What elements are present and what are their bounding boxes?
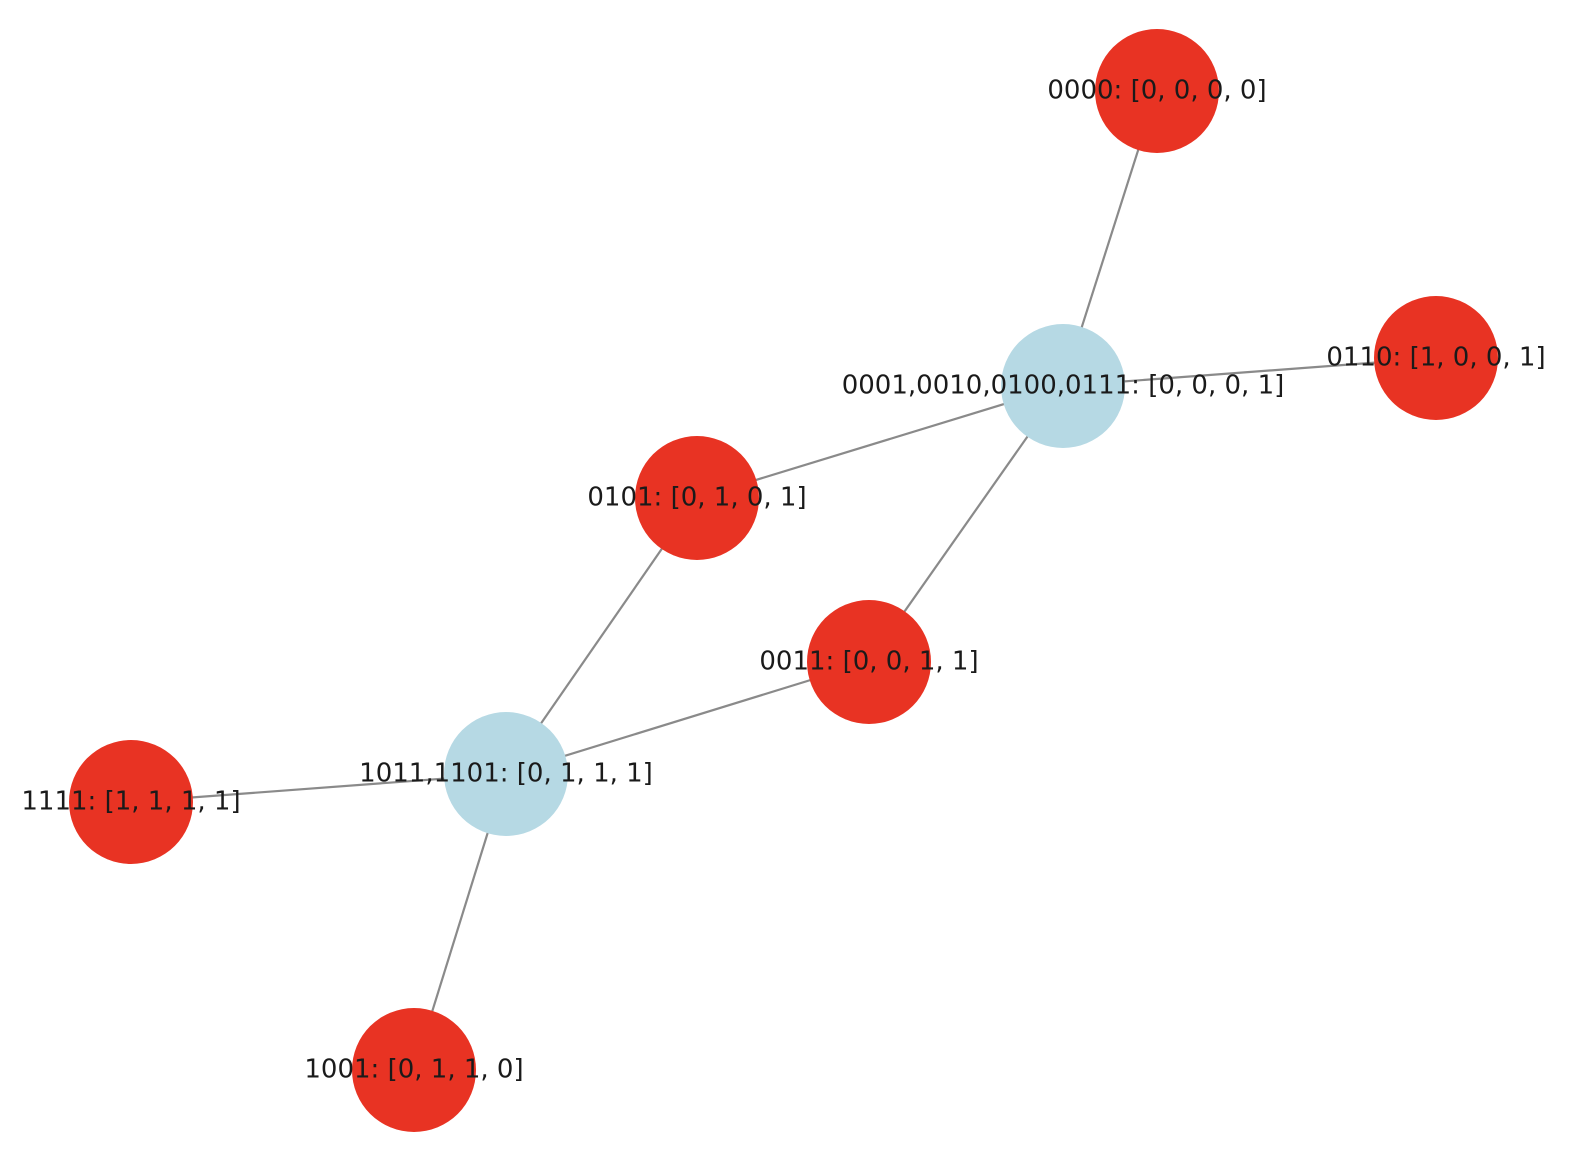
node: [444, 712, 568, 836]
edge: [1062, 356, 1437, 388]
node-label: 1011,1101: [0, 1, 1, 1]: [359, 759, 653, 789]
node-label: 0101: [0, 1, 0, 1]: [587, 483, 806, 513]
edge: [696, 384, 1064, 500]
node-label: 0011: [0, 0, 1, 1]: [759, 647, 978, 677]
node: [1095, 29, 1219, 153]
labels: 0000: [0, 0, 0, 0] 0001,0010,0100,0111: …: [21, 76, 1545, 1085]
edge: [505, 660, 870, 776]
node: [1374, 296, 1498, 420]
node-label: 0001,0010,0100,0111: [0, 0, 0, 1]: [842, 371, 1285, 401]
node-label: 1001: [0, 1, 1, 0]: [304, 1055, 523, 1085]
nodes: [69, 29, 1498, 1132]
node-label: 0000: [0, 0, 0, 0]: [1047, 76, 1266, 106]
node: [1001, 324, 1125, 448]
node: [69, 740, 193, 864]
node-label: 0110: [1, 0, 0, 1]: [1326, 343, 1545, 373]
node-label: 1111: [1, 1, 1, 1]: [21, 787, 240, 817]
node: [807, 600, 931, 724]
edges: [130, 90, 1437, 1071]
node: [635, 436, 759, 560]
edge: [130, 772, 507, 804]
node: [352, 1008, 476, 1132]
